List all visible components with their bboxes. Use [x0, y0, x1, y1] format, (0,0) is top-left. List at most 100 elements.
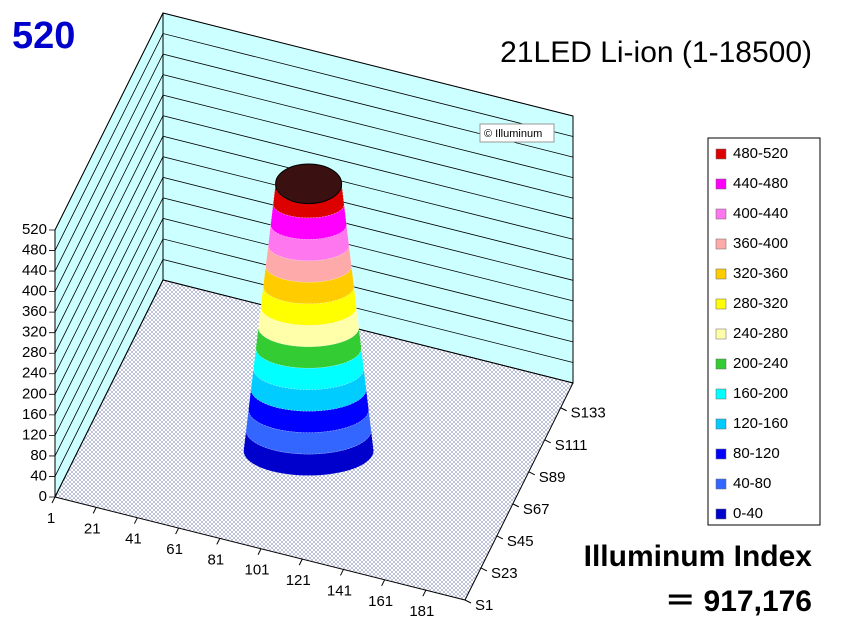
grid-line [49, 33, 574, 251]
z-tick-label: 120 [22, 426, 47, 443]
x-tick [51, 496, 56, 504]
legend-swatch [715, 508, 727, 520]
y-tick-label: S111 [555, 437, 588, 454]
legend-swatch [715, 358, 727, 370]
z-tick-label: 480 [22, 242, 47, 259]
surface-band [245, 409, 372, 455]
surface-band [243, 430, 374, 476]
y-tick [512, 503, 520, 508]
x-tick [175, 527, 180, 535]
grid-line [49, 115, 574, 334]
legend-swatch [715, 238, 727, 250]
z-tick-label: 40 [30, 467, 47, 484]
grid-line [49, 156, 574, 375]
z-tick-label: 360 [22, 303, 47, 320]
grid-line [49, 12, 574, 231]
watermark: © Illuminum [484, 128, 542, 140]
y-tick [544, 439, 551, 444]
z-tick-label: 200 [22, 385, 47, 402]
legend-swatch [715, 178, 727, 190]
legend-label: 200-240 [733, 355, 788, 372]
x-tick [92, 507, 97, 514]
x-tick-label: 141 [327, 582, 352, 599]
x-tick-label: 101 [245, 562, 270, 579]
watermark-box [479, 123, 555, 143]
y-tick-label: S89 [539, 469, 566, 486]
peak-label: 520 [12, 15, 75, 57]
legend-label: 0-40 [733, 505, 763, 522]
grid-line [49, 238, 574, 457]
legend-label: 80-120 [733, 445, 780, 462]
grid-line [49, 197, 574, 416]
x-tick-label: 1 [47, 510, 55, 527]
peak-cap [275, 163, 343, 205]
y-tick-label: S45 [507, 533, 534, 550]
z-tick-label: 240 [22, 365, 47, 382]
z-tick-label: 440 [22, 262, 47, 279]
y-tick-label: S67 [523, 501, 550, 518]
surface-band [265, 245, 352, 283]
legend-swatch [715, 268, 727, 280]
legend-label: 280-320 [733, 295, 788, 312]
grid-line [49, 279, 574, 498]
x-tick-label: 161 [368, 593, 393, 610]
grid-line [49, 176, 574, 395]
legend-swatch [715, 148, 727, 160]
x-tick-label: 81 [207, 551, 224, 568]
x-tick-label: 121 [286, 572, 311, 589]
z-tick-label: 280 [22, 344, 47, 361]
legend-label: 320-360 [733, 265, 788, 282]
y-tick-label: S23 [491, 565, 518, 582]
index-title: Illuminum Index [584, 540, 813, 573]
surface-band [258, 307, 360, 347]
x-tick [216, 538, 221, 545]
z-tick-label: 400 [22, 283, 47, 300]
legend-label: 400-440 [733, 205, 788, 222]
surface-band [268, 224, 350, 262]
legend-swatch [715, 208, 727, 220]
y-tick-label: S1 [475, 597, 493, 614]
legend-label: 160-200 [733, 385, 788, 402]
grid-line [49, 135, 574, 354]
legend-label: 440-480 [733, 175, 788, 192]
chart-title: 21LED Li-ion (1-18500) [500, 36, 812, 69]
grid-line [49, 74, 574, 293]
legend-box [707, 137, 821, 526]
z-tick-label: 80 [30, 447, 47, 464]
y-tick [560, 407, 567, 412]
grid-line [49, 53, 574, 272]
legend-label: 480-520 [733, 145, 788, 162]
grid-line [49, 258, 574, 477]
legend-swatch [715, 328, 727, 340]
surface-band [263, 265, 355, 304]
x-tick [339, 569, 344, 576]
legend-swatch [715, 298, 727, 310]
x-tick-label: 21 [84, 520, 101, 537]
y-tick [464, 599, 472, 604]
legend-swatch [715, 418, 727, 430]
legend-label: 120-160 [733, 415, 788, 432]
surface-band [255, 327, 362, 369]
legend-swatch [715, 478, 727, 490]
x-tick [381, 579, 386, 587]
legend-label: 40-80 [733, 475, 771, 492]
legend-label: 240-280 [733, 325, 788, 342]
y-tick-label: S133 [571, 405, 606, 422]
x-tick [257, 548, 262, 555]
z-tick-label: 160 [22, 406, 47, 423]
x-tick-label: 41 [125, 531, 142, 548]
legend-label: 360-400 [733, 235, 788, 252]
y-tick [528, 471, 536, 476]
z-tick-label: 320 [22, 324, 47, 341]
x-tick-label: 61 [166, 541, 183, 558]
grid-line [49, 217, 574, 436]
z-tick-label: 0 [39, 488, 47, 505]
surface-band [248, 389, 369, 433]
x-tick [298, 558, 303, 566]
z-tick-label: 520 [22, 221, 47, 238]
x-tick-label: 181 [409, 603, 434, 620]
legend-swatch [715, 388, 727, 400]
grid-line [49, 94, 574, 313]
y-tick [480, 567, 488, 572]
y-tick [496, 535, 504, 540]
